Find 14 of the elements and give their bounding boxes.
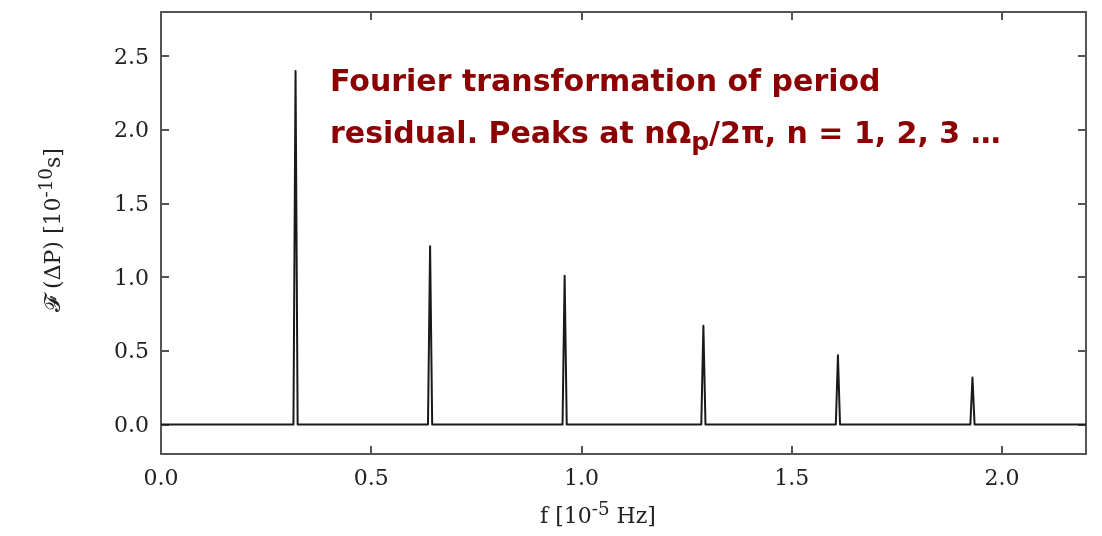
- line-series: [160, 69, 1087, 426]
- x-tick-label: 2.0: [984, 464, 1020, 490]
- y-tick-label: 1.0: [114, 264, 149, 290]
- y-tick-label: 0.5: [114, 338, 149, 364]
- y-tick-label: 0.0: [114, 412, 149, 438]
- x-axis-title: f [10$^{-5}$ Hz]: [540, 498, 656, 529]
- y-tick-label: 2.0: [114, 117, 149, 143]
- y-tick-label: 1.5: [114, 191, 149, 217]
- x-tick-label: 0.0: [143, 464, 179, 490]
- y-tick-label: 2.5: [114, 43, 149, 69]
- x-tick-label: 0.5: [353, 464, 389, 490]
- annotation: Fourier transformation of period residual. Peaks at nΩ$_{p}$/2π, n = 1, 2, 3 …: [330, 62, 1002, 158]
- x-tick-label: 1.5: [774, 464, 810, 490]
- x-tick-label: 1.0: [563, 464, 599, 490]
